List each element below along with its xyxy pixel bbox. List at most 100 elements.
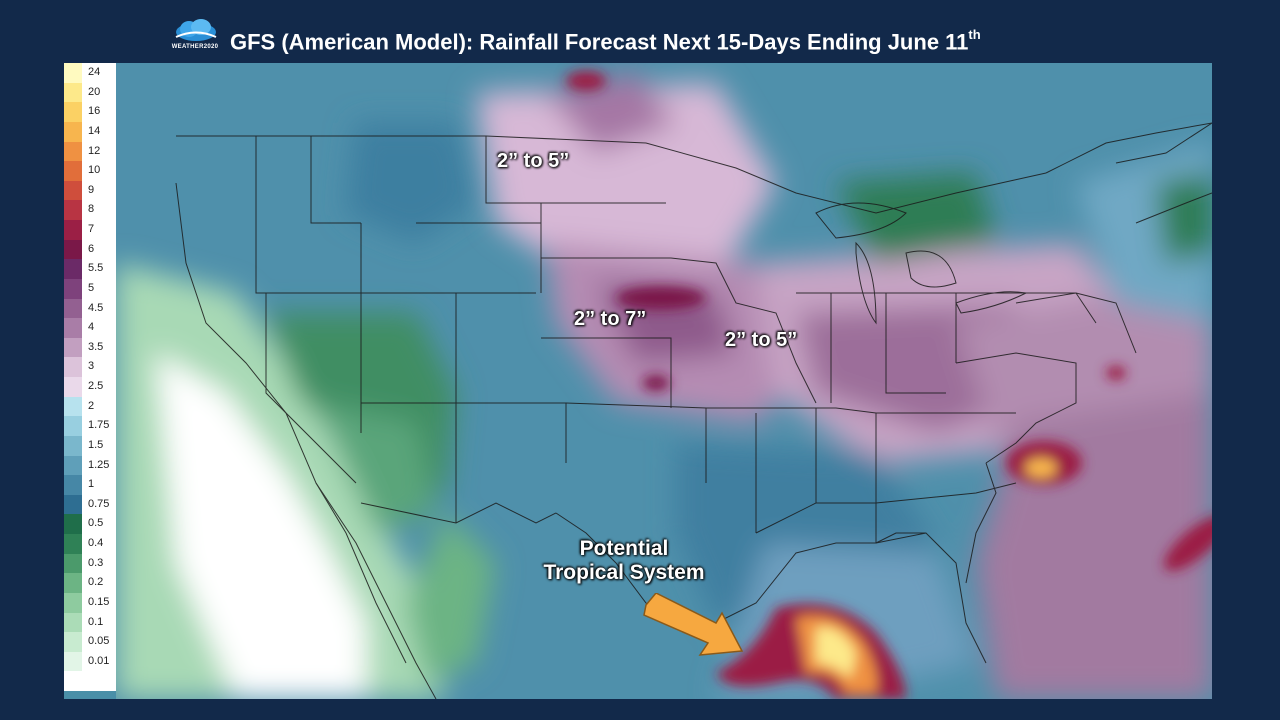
legend-label: 2.5 xyxy=(88,380,104,392)
legend-label: 10 xyxy=(88,164,101,177)
legend-label: 0.75 xyxy=(88,497,110,510)
legend-row: 0.1 xyxy=(64,612,116,633)
heavy-rain-hotspots xyxy=(566,71,1212,699)
legend-label: 16 xyxy=(88,105,101,118)
legend-row: 2.5 xyxy=(64,377,116,397)
legend-swatch xyxy=(64,180,82,201)
legend-label: 4.5 xyxy=(88,301,104,314)
legend-swatch xyxy=(64,298,82,319)
legend-label: 1 xyxy=(88,478,95,491)
legend-label: 3 xyxy=(88,360,95,373)
legend-row: 4.5 xyxy=(64,298,116,319)
legend-swatch xyxy=(64,82,82,103)
legend-row: 16 xyxy=(64,102,116,122)
legend-label: 8 xyxy=(88,203,95,216)
legend-swatch xyxy=(64,534,82,554)
legend-swatch xyxy=(64,337,82,358)
legend-row: 24 xyxy=(64,63,116,83)
legend-row: 0.01 xyxy=(64,651,116,672)
legend-row: 1.75 xyxy=(64,416,116,436)
legend-label: 1.25 xyxy=(88,458,110,471)
legend-row: 0.75 xyxy=(64,494,116,515)
legend-label: 9 xyxy=(88,183,95,196)
legend-label: 0.3 xyxy=(88,556,104,569)
legend-swatch xyxy=(64,494,82,515)
legend-swatch xyxy=(64,553,82,574)
legend-row: 0.05 xyxy=(64,632,116,652)
rainfall-legend: 24 20 16 14 12 10 9 8 7 6 5.5 5 4.5 4 3.5 3 2.5 2 1.75 1.5 1… xyxy=(64,63,116,691)
legend-row: 9 xyxy=(64,180,116,201)
legend-swatch xyxy=(64,239,82,260)
legend-swatch xyxy=(64,651,82,672)
legend-swatch xyxy=(64,141,82,162)
legend-swatch xyxy=(64,63,82,83)
legend-row: 6 xyxy=(64,239,116,260)
title-suffix: th xyxy=(968,27,981,42)
annotation-tropical-system: Potential Tropical System xyxy=(519,537,729,585)
dry-west-region xyxy=(116,123,496,699)
legend-row: 0.3 xyxy=(64,553,116,574)
legend-swatch xyxy=(64,514,82,534)
legend-label: 24 xyxy=(88,66,101,78)
legend-row: 7 xyxy=(64,220,116,240)
legend-row: 0.5 xyxy=(64,514,116,534)
header: WEATHER2020 GFS (American Model): Rainfa… xyxy=(0,0,1280,62)
legend-label: 0.15 xyxy=(88,595,110,608)
legend-row: 0.2 xyxy=(64,573,116,593)
legend-swatch xyxy=(64,318,82,338)
legend-label: 0.05 xyxy=(88,635,110,648)
legend-label: 0.4 xyxy=(88,537,104,549)
legend-swatch xyxy=(64,102,82,122)
legend-label: 0.1 xyxy=(88,615,104,628)
legend-row: 12 xyxy=(64,141,116,162)
title-text: GFS (American Model): Rainfall Forecast … xyxy=(230,29,969,55)
legend-row: 5.5 xyxy=(64,259,116,279)
legend-swatch xyxy=(64,278,82,299)
legend-row: 10 xyxy=(64,161,116,181)
legend-swatch xyxy=(64,612,82,633)
legend-label: 0.2 xyxy=(88,576,104,589)
legend-swatch xyxy=(64,220,82,240)
legend-label: 4 xyxy=(88,321,95,334)
page-title: GFS (American Model): Rainfall Forecast … xyxy=(230,27,981,55)
legend-swatch xyxy=(64,475,82,495)
legend-label: 14 xyxy=(88,124,101,137)
annotation-central-plains: 2” to 7” xyxy=(574,308,647,330)
legend-swatch xyxy=(64,435,82,456)
rainfall-map: 24 20 16 14 12 10 9 8 7 6 5.5 5 4.5 4 3.5 3 2.5 2 1.75 1.5 1… xyxy=(64,63,1212,699)
annotation-north-plains: 2” to 5” xyxy=(497,150,570,172)
legend-swatch xyxy=(64,671,82,691)
legend-row: 1.25 xyxy=(64,455,116,476)
legend-label: 7 xyxy=(88,223,95,235)
arrow-icon xyxy=(643,593,744,656)
legend-swatch xyxy=(64,455,82,476)
legend-label: 1.5 xyxy=(88,438,104,451)
legend-row: 4 xyxy=(64,318,116,338)
boundary-lines xyxy=(175,122,1212,699)
legend-label: 2 xyxy=(88,399,95,412)
legend-label: 1.75 xyxy=(88,419,110,432)
legend-row: 2 xyxy=(64,396,116,417)
legend-row: 0.4 xyxy=(64,534,116,554)
legend-label: 6 xyxy=(88,242,95,255)
logo-text: WEATHER2020 xyxy=(171,44,219,50)
legend-row: 14 xyxy=(64,121,116,142)
legend-row: 20 xyxy=(64,82,116,103)
legend-row: 8 xyxy=(64,200,116,220)
legend-swatch xyxy=(64,573,82,593)
legend-row: 3 xyxy=(64,357,116,377)
legend-swatch xyxy=(64,259,82,279)
legend-swatch xyxy=(64,161,82,181)
annotation-tropical-line2: Tropical System xyxy=(543,561,705,584)
legend-label: 0.5 xyxy=(88,517,104,530)
wet-central-region xyxy=(476,73,1212,699)
legend-swatch xyxy=(64,357,82,377)
annotation-tropical-line1: Potential xyxy=(579,537,669,560)
legend-row: 0.15 xyxy=(64,592,116,613)
legend-label: 0.01 xyxy=(88,654,110,667)
legend-swatch xyxy=(64,396,82,417)
legend-swatch xyxy=(64,592,82,613)
legend-row xyxy=(64,671,116,691)
legend-swatch xyxy=(64,377,82,397)
weather2020-logo: WEATHER2020 xyxy=(166,18,224,54)
